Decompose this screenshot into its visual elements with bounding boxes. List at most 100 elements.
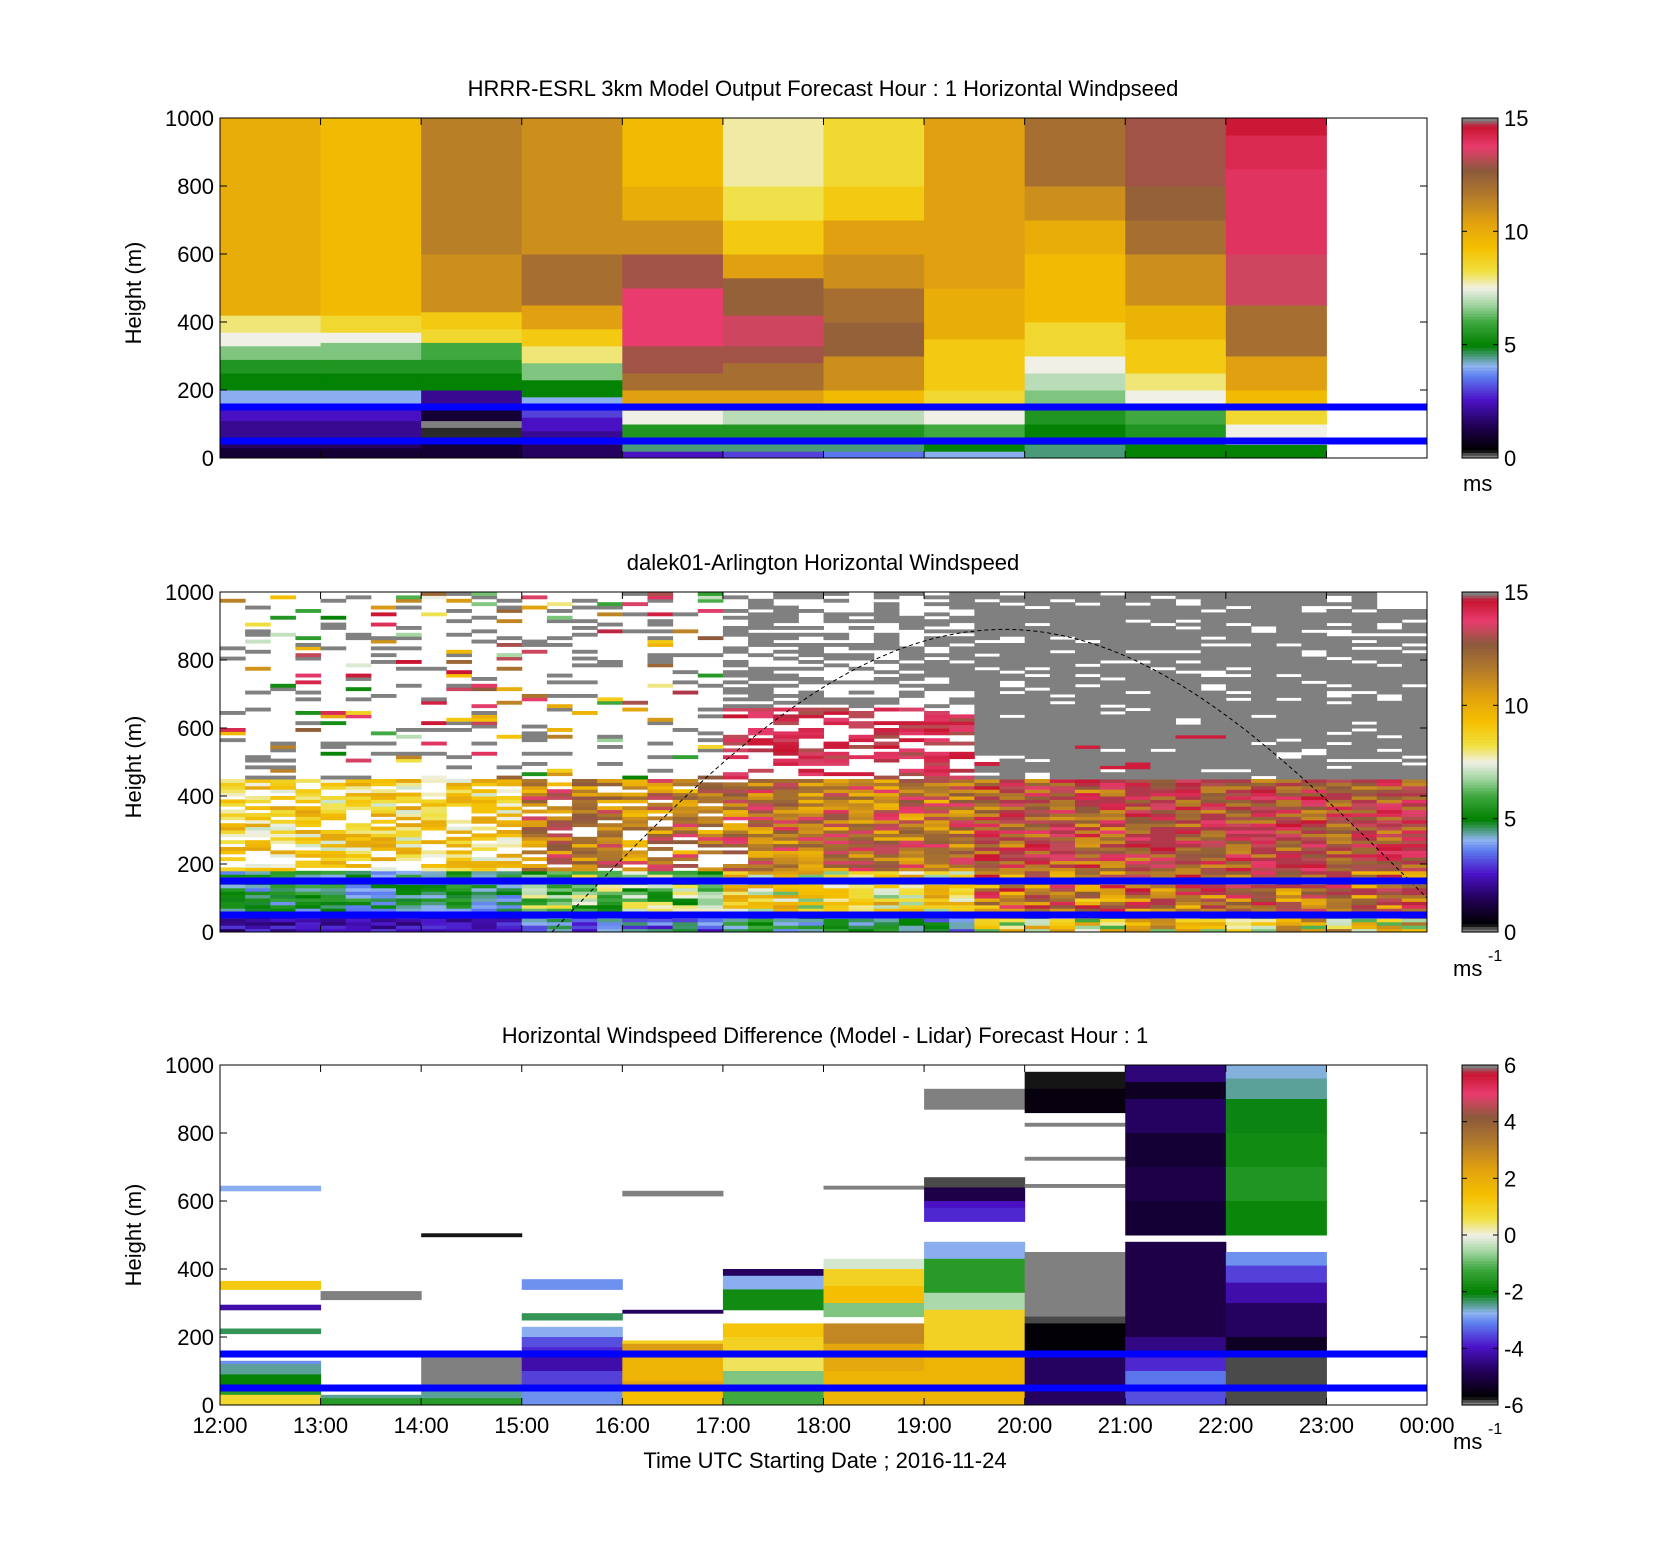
colorbar-swatch xyxy=(1462,597,1498,602)
lidar-cell xyxy=(898,860,925,865)
colorbar-swatch xyxy=(1462,728,1498,732)
lidar-cell xyxy=(622,904,648,909)
lidar-cell xyxy=(647,891,674,896)
lidar-cell xyxy=(496,918,523,923)
lidar-cell xyxy=(898,809,925,814)
lidar-cell xyxy=(722,870,749,875)
lidar-cell xyxy=(345,857,372,862)
lidar-cell xyxy=(1401,908,1428,913)
lidar-cell xyxy=(1150,864,1177,868)
lidar-cell xyxy=(974,901,1001,906)
lidar-cell xyxy=(999,687,1026,692)
lidar-cell xyxy=(1024,632,1051,637)
lidar-cell xyxy=(1100,782,1126,787)
lidar-cell xyxy=(220,792,246,797)
lidar-cell xyxy=(1351,928,1378,933)
model-cell xyxy=(1225,169,1327,255)
lidar-cell xyxy=(1301,870,1327,875)
lidar-cell xyxy=(421,728,447,732)
lidar-cell xyxy=(521,782,548,787)
lidar-cell xyxy=(722,609,749,613)
lidar-cell xyxy=(924,843,950,848)
lidar-cell xyxy=(295,908,322,913)
lidar-cell xyxy=(672,840,699,845)
lidar-cell xyxy=(898,792,925,797)
lidar-cell xyxy=(1326,925,1353,930)
lidar-cell xyxy=(1100,745,1126,749)
lidar-cell xyxy=(521,908,548,913)
lidar-cell xyxy=(446,840,472,845)
lidar-cell xyxy=(1049,656,1076,661)
lidar-cell xyxy=(1024,819,1051,824)
lidar-cell xyxy=(848,653,875,658)
lidar-cell xyxy=(999,870,1026,875)
lidar-cell xyxy=(748,874,774,879)
model-cell xyxy=(421,427,523,439)
lidar-cell xyxy=(1351,809,1378,814)
colorbar-swatch xyxy=(1462,651,1498,655)
lidar-cell xyxy=(873,741,900,746)
lidar-cell xyxy=(1074,680,1101,685)
colorbar-swatch xyxy=(1462,1317,1498,1321)
lidar-cell xyxy=(924,884,950,889)
lidar-cell xyxy=(370,796,397,800)
lidar-cell xyxy=(823,904,850,909)
lidar-cell xyxy=(295,843,322,848)
lidar-cell xyxy=(798,864,824,868)
colorbar-swatch xyxy=(1462,1322,1498,1327)
lidar-cell xyxy=(748,622,774,627)
lidar-cell xyxy=(1401,782,1428,787)
lidar-cell xyxy=(270,748,296,753)
lidar-cell xyxy=(597,762,623,766)
lidar-cell xyxy=(1301,799,1327,804)
lidar-cell xyxy=(220,598,246,603)
lidar-cell xyxy=(873,802,900,807)
lidar-cell xyxy=(924,799,950,804)
lidar-cell xyxy=(446,687,472,692)
lidar-cell xyxy=(722,626,749,630)
colorbar-swatch xyxy=(1462,1138,1498,1143)
lidar-cell xyxy=(1276,707,1302,712)
colorbar-swatch xyxy=(1462,307,1498,312)
colorbar-swatch xyxy=(1462,426,1498,431)
colorbar-swatch xyxy=(1462,401,1498,405)
lidar-cell xyxy=(1401,796,1428,800)
colorbar-swatch xyxy=(1462,643,1498,647)
lidar-cell xyxy=(1150,721,1177,726)
lidar-cell xyxy=(446,653,472,658)
lidar-cell xyxy=(1376,609,1403,613)
lidar-cell xyxy=(672,908,699,913)
lidar-cell xyxy=(1125,819,1151,824)
lidar-cell xyxy=(773,870,799,875)
lidar-cell xyxy=(546,673,573,678)
colorbar-swatch xyxy=(1462,796,1498,800)
colorbar-frame xyxy=(1461,117,1499,459)
lidar-cell xyxy=(295,898,322,902)
lidar-cell xyxy=(999,843,1026,848)
lidar-cell xyxy=(1276,928,1302,933)
colorbar-swatch xyxy=(1462,694,1498,698)
colorbar-swatch xyxy=(1462,177,1498,181)
model-cell xyxy=(1125,118,1227,187)
lidar-cell xyxy=(1074,806,1101,811)
lidar-cell xyxy=(848,847,875,851)
lidar-cell xyxy=(773,847,799,851)
lidar-cell xyxy=(370,819,397,824)
lidar-cell xyxy=(1024,663,1051,668)
colorbar-swatch xyxy=(1462,1269,1498,1273)
lidar-cell xyxy=(773,683,799,688)
lidar-cell xyxy=(898,870,925,875)
lidar-cell xyxy=(370,894,397,899)
lidar-cell xyxy=(898,592,925,596)
lidar-cell xyxy=(722,629,749,634)
lidar-cell xyxy=(1150,714,1177,719)
lidar-cell xyxy=(1250,836,1277,841)
lidar-cell xyxy=(220,738,246,743)
lidar-cell xyxy=(1301,745,1327,749)
lidar-cell xyxy=(697,816,724,821)
lidar-cell xyxy=(1301,656,1327,661)
lidar-cell xyxy=(1351,683,1378,688)
lidar-cell xyxy=(974,918,1001,923)
lidar-cell xyxy=(1200,745,1227,749)
lidar-cell xyxy=(270,782,296,787)
